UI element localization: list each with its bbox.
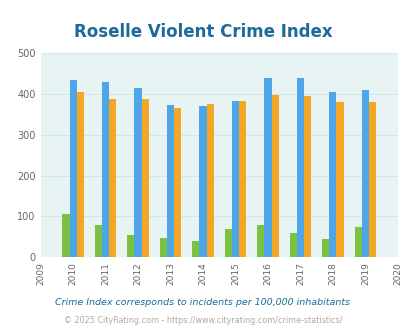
Bar	[328, 92, 336, 257]
Text: Roselle Violent Crime Index: Roselle Violent Crime Index	[73, 23, 332, 41]
Text: Crime Index corresponds to incidents per 100,000 inhabitants: Crime Index corresponds to incidents per…	[55, 298, 350, 307]
Bar	[166, 105, 174, 257]
Bar	[69, 80, 77, 257]
Text: © 2025 CityRating.com - https://www.cityrating.com/crime-statistics/: © 2025 CityRating.com - https://www.city…	[64, 316, 341, 325]
Bar	[303, 96, 310, 257]
Bar	[354, 227, 361, 257]
Bar	[160, 238, 166, 257]
Bar	[239, 101, 245, 257]
Bar	[77, 92, 83, 257]
Bar	[271, 95, 278, 257]
Bar	[264, 78, 271, 257]
Bar	[62, 214, 69, 257]
Bar	[109, 99, 116, 257]
Bar	[102, 82, 109, 257]
Bar	[257, 225, 264, 257]
Bar	[199, 106, 206, 257]
Bar	[127, 235, 134, 257]
Bar	[192, 241, 199, 257]
Bar	[141, 99, 148, 257]
Bar	[224, 229, 231, 257]
Bar	[289, 233, 296, 257]
Bar	[206, 104, 213, 257]
Bar	[231, 101, 239, 257]
Bar	[296, 78, 303, 257]
Bar	[174, 108, 181, 257]
Bar	[322, 239, 328, 257]
Bar	[336, 102, 343, 257]
Bar	[95, 225, 102, 257]
Bar	[368, 102, 375, 257]
Bar	[361, 90, 368, 257]
Bar	[134, 87, 141, 257]
